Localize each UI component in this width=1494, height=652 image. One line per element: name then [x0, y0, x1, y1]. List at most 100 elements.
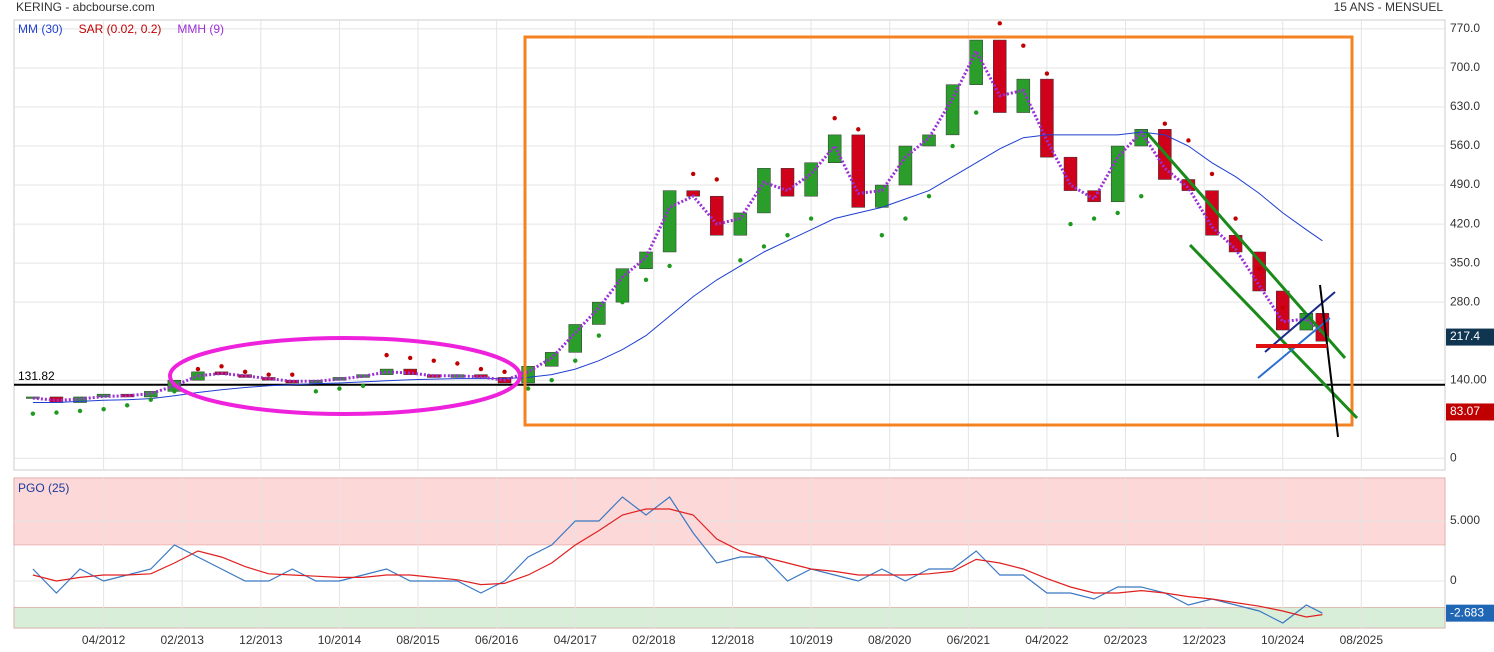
sar-dot: [101, 407, 106, 412]
trend-line: [1319, 284, 1339, 438]
sar-dot: [1044, 71, 1050, 76]
x-tick-label: 02/2023: [1104, 633, 1148, 647]
candle: [969, 39, 983, 85]
sar-dot: [1233, 216, 1238, 221]
legend-entry: SAR (0.02, 0.2): [79, 22, 162, 36]
x-tick-label: 08/2020: [868, 633, 912, 647]
price-marker-label: 217.4: [1450, 329, 1480, 343]
x-tick-label: 08/2025: [1340, 633, 1384, 647]
candle: [733, 212, 748, 236]
pgo-line: [32, 508, 1323, 618]
sar-dot: [620, 299, 625, 305]
sar-dot: [1068, 221, 1073, 227]
candle: [1040, 78, 1054, 158]
sar-dot: [242, 369, 248, 375]
zone: [13, 607, 1446, 629]
candle: [356, 374, 370, 378]
sar-dot: [1115, 210, 1120, 216]
sar-dot: [549, 378, 554, 383]
sar-dot: [903, 216, 908, 221]
sar-dot: [596, 333, 602, 338]
y-tick-label: 140.00: [1450, 372, 1487, 386]
trend-line: [1188, 243, 1359, 420]
sar-dot: [1256, 266, 1262, 271]
x-tick-label: 04/2017: [554, 633, 598, 647]
x-tick-label: 02/2013: [160, 633, 204, 647]
sar-dot: [1091, 216, 1097, 221]
sar-dot: [690, 171, 696, 177]
candle: [662, 190, 677, 253]
sar-dot: [950, 143, 955, 149]
sar-dot: [761, 244, 767, 249]
annotation-box: [523, 35, 1354, 427]
sar-dot: [738, 258, 743, 263]
candle: [804, 162, 818, 197]
price-marker-label: -2.683: [1450, 605, 1484, 619]
candle: [757, 168, 771, 214]
candle: [1016, 78, 1031, 113]
sar-dot: [313, 389, 319, 394]
legend-entry: MMH (9): [177, 22, 224, 36]
sar-dot: [30, 411, 36, 416]
y-tick-label: 700.0: [1450, 60, 1480, 74]
indicator-line: [32, 47, 1324, 402]
y-tick-label: 0: [1450, 450, 1457, 464]
sar-dot: [172, 389, 177, 394]
sar-dot: [1139, 194, 1144, 199]
x-tick-label: 12/2023: [1182, 633, 1226, 647]
x-tick-label: 12/2018: [711, 633, 755, 647]
candle: [403, 368, 417, 375]
candle: [1252, 251, 1266, 292]
x-tick-label: 10/2024: [1261, 633, 1305, 647]
y-tick-label: 5.000: [1450, 513, 1480, 527]
candle: [922, 134, 936, 147]
x-tick-label: 02/2018: [632, 633, 676, 647]
sar-dot: [573, 358, 578, 363]
sar-dot: [785, 233, 790, 238]
sar-dot: [973, 110, 979, 115]
y-tick-label: 560.0: [1450, 138, 1480, 152]
x-tick-label: 04/2012: [82, 633, 126, 647]
candle: [639, 251, 653, 269]
candle: [615, 268, 630, 303]
sar-dot: [290, 372, 295, 377]
sar-dot: [997, 21, 1002, 26]
pgo-title: PGO (25): [18, 481, 69, 495]
candle: [144, 391, 158, 398]
sar-dot: [478, 366, 484, 372]
candle: [780, 168, 795, 197]
candle: [568, 324, 583, 353]
y-tick-label: 0: [1450, 573, 1457, 587]
price-panel: [13, 19, 1446, 471]
sar-dot: [879, 233, 885, 238]
sar-dot: [1280, 305, 1285, 310]
x-tick-label: 08/2015: [396, 633, 440, 647]
sar-dot: [455, 361, 460, 366]
sar-dot: [266, 372, 271, 377]
sar-dot: [407, 355, 413, 361]
x-tick-label: 10/2019: [789, 633, 833, 647]
sar-dot: [856, 127, 861, 132]
sar-dot: [832, 115, 837, 121]
price-marker-label: 83.07: [1450, 404, 1480, 418]
candle: [1063, 156, 1078, 191]
candle: [26, 396, 40, 399]
trend-line: [1264, 291, 1336, 353]
sar-dot: [360, 383, 366, 388]
x-tick-label: 04/2022: [1025, 633, 1069, 647]
sar-dot: [502, 369, 507, 375]
sar-dot: [1186, 138, 1191, 143]
sar-dot: [77, 408, 83, 414]
zone: [13, 477, 1446, 546]
y-tick-label: 490.0: [1450, 177, 1480, 191]
sar-dot: [219, 364, 224, 369]
header-period: 15 ANS - MENSUEL: [1334, 0, 1444, 14]
price-marker: [1446, 403, 1494, 421]
sar-dot: [431, 358, 436, 363]
price-marker: [1446, 604, 1494, 622]
y-tick-label: 350.0: [1450, 255, 1480, 269]
sar-dot: [667, 263, 672, 269]
candle: [309, 379, 323, 384]
candle: [1110, 145, 1125, 203]
